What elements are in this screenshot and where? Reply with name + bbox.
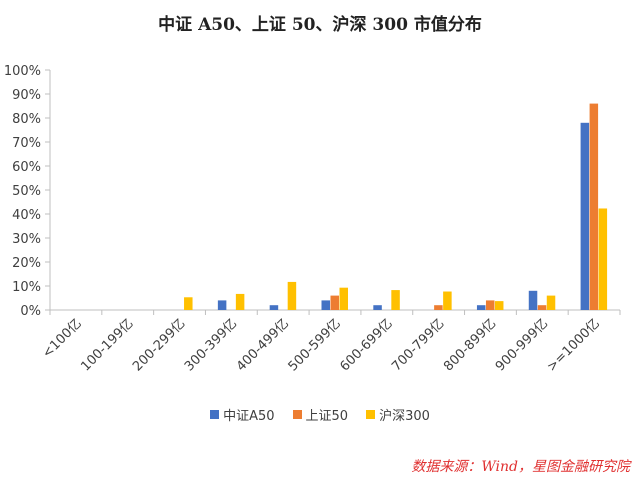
- bar: [321, 300, 330, 310]
- bar: [528, 290, 538, 310]
- legend-item-sz50: 上证50: [292, 405, 349, 424]
- y-tick-label: 70%: [12, 136, 41, 151]
- x-tick-label: 600-699亿: [337, 316, 395, 374]
- bar: [546, 295, 556, 310]
- bar: [330, 295, 339, 310]
- bar: [494, 301, 504, 310]
- bar: [339, 287, 348, 310]
- y-tick-label: 100%: [4, 64, 41, 79]
- x-tick-label: 200-299亿: [130, 316, 188, 374]
- y-tick-label: 40%: [12, 208, 41, 223]
- legend-label-hs300: 沪深300: [379, 409, 430, 424]
- y-tick-label: 30%: [12, 232, 41, 247]
- legend-swatch-hs300: [366, 410, 376, 419]
- bar: [537, 305, 547, 310]
- source-note: 数据来源：Wind，星图金融研究院: [411, 459, 630, 475]
- y-tick-label: 50%: [12, 184, 41, 199]
- bar: [580, 122, 590, 310]
- bar: [235, 293, 245, 310]
- bar: [217, 300, 227, 310]
- x-tick-label: <100亿: [40, 316, 85, 361]
- x-tick-label: 700-799亿: [389, 316, 447, 374]
- chart-title: 中证 A50、上证 50、沪深 300 市值分布: [158, 15, 482, 35]
- x-tick-label: 400-499亿: [234, 316, 292, 374]
- x-tick-label: 100-199亿: [78, 316, 136, 374]
- y-tick-label: 60%: [12, 160, 41, 175]
- x-tick-label: 300-399亿: [182, 316, 240, 374]
- y-tick-label: 90%: [12, 88, 41, 103]
- y-tick-label: 10%: [12, 280, 41, 295]
- x-tick-label: 900-999亿: [493, 316, 551, 374]
- legend-item-hs300: 沪深300: [366, 405, 430, 424]
- bar: [476, 305, 486, 310]
- legend-swatch-sz50: [292, 410, 302, 419]
- x-tick-label: >=1000亿: [544, 316, 603, 375]
- y-tick-label: 0%: [20, 304, 41, 319]
- x-tick-label: 800-899亿: [441, 316, 499, 374]
- legend: 中证A50 上证50 沪深300: [0, 405, 640, 424]
- legend-item-a50: 中证A50: [210, 405, 275, 424]
- legend-label-sz50: 上证50: [305, 409, 349, 424]
- bar: [443, 291, 452, 310]
- legend-swatch-a50: [210, 410, 220, 419]
- y-tick-label: 80%: [12, 112, 41, 127]
- bar: [598, 208, 608, 310]
- bar: [434, 305, 443, 310]
- bar: [184, 297, 193, 310]
- bar: [485, 300, 495, 310]
- bar: [269, 305, 279, 310]
- bar: [391, 290, 400, 310]
- y-tick-label: 20%: [12, 256, 41, 271]
- bar: [373, 305, 382, 310]
- bar: [589, 103, 599, 310]
- x-tick-label: 500-599亿: [286, 316, 344, 374]
- bar: [287, 281, 297, 310]
- legend-label-a50: 中证A50: [223, 409, 275, 424]
